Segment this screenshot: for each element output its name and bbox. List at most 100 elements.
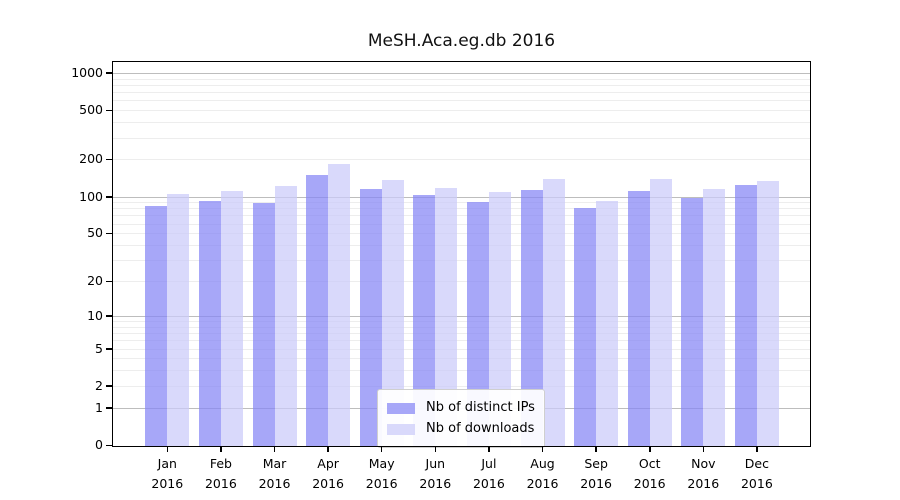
y-axis-tick-label-500: 500 (79, 102, 103, 118)
bar-downloads-nov (703, 188, 726, 446)
gridline-minor-900 (113, 78, 810, 80)
bar-downloads-jan (167, 194, 190, 446)
x-axis-tick-label-sep: Sep 2016 (580, 454, 612, 494)
legend-swatch-distinct-ips (387, 402, 415, 414)
y-tick-mark-0 (106, 444, 112, 446)
bar-distinct-ips-jun (413, 194, 436, 446)
gridline-minor-800 (113, 84, 810, 86)
gridline-minor-3 (113, 370, 810, 372)
x-tick-mark-jun (434, 446, 437, 452)
y-tick-mark-5 (106, 348, 112, 350)
gridline-minor-70 (113, 215, 810, 217)
month-label: Jul (481, 456, 497, 471)
gridline-minor-30 (113, 260, 810, 262)
bar-downloads-apr (328, 163, 351, 446)
x-tick-mark-oct (649, 446, 651, 452)
bar-downloads-dec (756, 180, 779, 446)
x-tick-mark-feb (220, 446, 222, 452)
x-axis-tick-label-dec: Dec 2016 (741, 454, 773, 494)
year-label: 2016 (204, 476, 237, 491)
gridline-minor-9 (113, 321, 810, 322)
y-axis-tick-label-0: 0 (95, 437, 103, 453)
year-label: 2016 (633, 476, 666, 491)
x-axis-tick-label-nov: Nov 2016 (687, 454, 719, 494)
x-tick-mark-sep (595, 446, 597, 452)
gridline-minor-4 (113, 358, 810, 360)
y-axis-tick-label-20: 20 (87, 273, 103, 289)
month-label: Nov (691, 456, 716, 471)
legend-entry-downloads: Nb of downloads (387, 420, 535, 439)
y-tick-mark-20 (106, 280, 112, 282)
month-label: Oct (638, 456, 661, 471)
x-axis-tick-label-mar: Mar 2016 (259, 454, 291, 494)
y-tick-mark-10 (106, 315, 112, 317)
legend-label-downloads: Nb of downloads (426, 420, 535, 436)
x-axis-tick-label-oct: Oct 2016 (634, 454, 666, 494)
y-tick-mark-2 (106, 385, 112, 387)
year-label: 2016 (580, 476, 612, 491)
y-axis-tick-label-10: 10 (87, 308, 103, 324)
legend-swatch-downloads (387, 423, 415, 435)
legend-label-distinct-ips: Nb of distinct IPs (426, 400, 535, 415)
year-label: 2016 (365, 476, 398, 491)
x-axis-tick-label-apr: Apr 2016 (312, 454, 344, 494)
x-axis-tick-label-aug: Aug 2016 (527, 454, 559, 494)
bar-distinct-ips-oct (627, 190, 650, 446)
y-axis-tick-label-1000: 1000 (71, 65, 103, 81)
gridline-minor-90 (113, 202, 810, 204)
chart-title: MeSH.Aca.eg.db 2016 (367, 31, 556, 51)
legend: Nb of distinct IPs Nb of downloads (377, 389, 545, 448)
y-axis-tick-label-50: 50 (87, 225, 103, 241)
month-label: Jun (425, 456, 446, 471)
month-label: Feb (209, 456, 232, 471)
month-label: Mar (262, 456, 287, 471)
gridline-minor-300 (113, 137, 810, 139)
month-label: May (368, 456, 395, 471)
x-tick-mark-jul (488, 446, 490, 452)
x-axis-tick-label-jul: Jul 2016 (473, 454, 505, 494)
x-tick-mark-may (380, 446, 383, 452)
bar-downloads-feb (220, 190, 243, 446)
gridline-minor-80 (113, 208, 810, 210)
bar-downloads-may (381, 179, 404, 446)
year-label: 2016 (526, 476, 559, 491)
gridline-minor-700 (113, 92, 810, 94)
bar-downloads-aug (542, 178, 565, 446)
month-label: Sep (584, 456, 608, 471)
gridline-minor-600 (113, 100, 810, 102)
y-axis-tick-label-2: 2 (95, 377, 103, 393)
bar-distinct-ips-feb (198, 200, 221, 446)
year-label: 2016 (687, 476, 720, 491)
x-tick-mark-dec (756, 446, 758, 452)
gridline-minor-500 (113, 110, 810, 112)
gridline-minor-6 (113, 340, 810, 342)
gridline-minor-2 (113, 385, 810, 387)
x-tick-mark-aug (541, 446, 544, 452)
year-label: 2016 (312, 476, 344, 491)
bar-downloads-sep (596, 200, 619, 446)
year-label: 2016 (419, 476, 452, 491)
bar-distinct-ips-aug (520, 189, 543, 446)
x-tick-mark-apr (327, 446, 329, 452)
y-tick-mark-500 (106, 109, 112, 112)
bar-distinct-ips-dec (734, 185, 757, 446)
gridline-minor-200 (113, 159, 810, 161)
y-tick-mark-100 (106, 196, 112, 198)
gridline-major-100 (113, 196, 810, 198)
x-axis-tick-label-may: May 2016 (366, 454, 398, 494)
y-axis-tick-label-200: 200 (79, 151, 103, 167)
x-tick-mark-jan (166, 446, 168, 452)
y-axis-tick-label-5: 5 (95, 340, 103, 356)
year-label: 2016 (472, 476, 505, 491)
x-axis-tick-label-jun: Jun 2016 (419, 454, 451, 494)
bar-distinct-ips-jan (145, 205, 168, 446)
gridline-major-1000 (113, 72, 810, 74)
bar-downloads-oct (649, 178, 672, 446)
year-label: 2016 (258, 476, 291, 491)
y-axis-tick-label-1: 1 (95, 399, 103, 415)
bar-distinct-ips-apr (306, 174, 329, 446)
gridline-major-10 (113, 315, 810, 317)
bar-distinct-ips-mar (252, 203, 275, 446)
year-label: 2016 (740, 476, 773, 491)
bar-distinct-ips-may (359, 189, 382, 446)
